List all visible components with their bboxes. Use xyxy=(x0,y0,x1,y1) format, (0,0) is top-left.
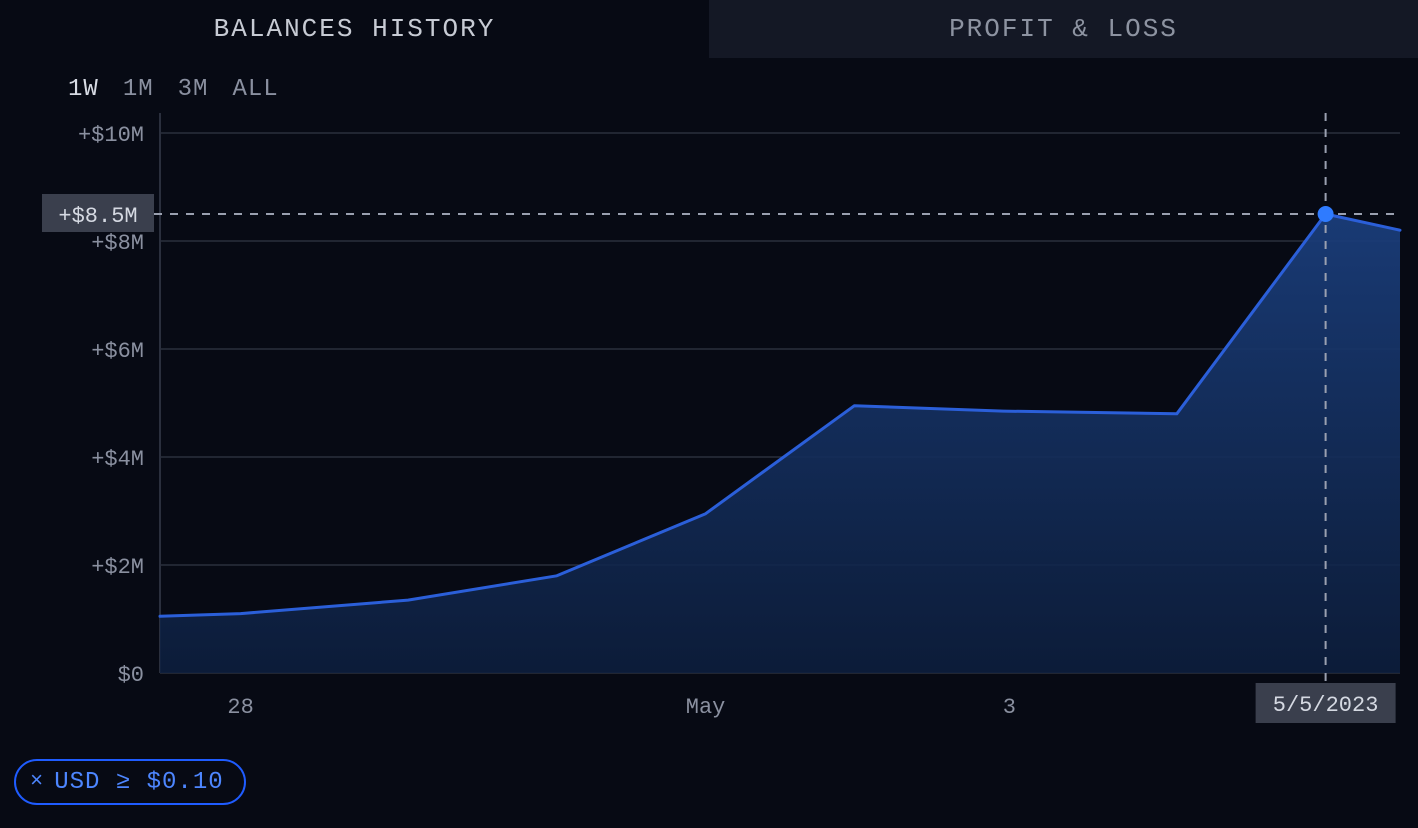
tab-label: BALANCES HISTORY xyxy=(214,14,496,44)
tab-label: PROFIT & LOSS xyxy=(949,14,1178,44)
range-1w[interactable]: 1W xyxy=(68,76,99,103)
svg-text:5/5/2023: 5/5/2023 xyxy=(1273,693,1379,718)
range-3m[interactable]: 3M xyxy=(178,76,209,103)
tab-profit-loss[interactable]: PROFIT & LOSS xyxy=(709,0,1418,58)
svg-text:+$10M: +$10M xyxy=(78,123,144,148)
svg-text:May: May xyxy=(686,695,726,720)
svg-text:$0: $0 xyxy=(118,663,144,688)
filter-chip-label: USD ≥ $0.10 xyxy=(54,769,223,796)
balances-chart[interactable]: $0 +$2M +$4M +$6M +$8M +$10M 28 May 3 +$8.5M 5/5/2… xyxy=(0,113,1418,753)
tab-balances-history[interactable]: BALANCES HISTORY xyxy=(0,0,709,58)
filter-chip-usd[interactable]: × USD ≥ $0.10 xyxy=(14,759,246,805)
chart-svg: $0 +$2M +$4M +$6M +$8M +$10M 28 May 3 +$8.5M 5/5/2… xyxy=(0,113,1418,753)
svg-text:+$8M: +$8M xyxy=(91,231,144,256)
svg-text:+$6M: +$6M xyxy=(91,339,144,364)
range-all[interactable]: ALL xyxy=(232,76,278,103)
range-selector: 1W 1M 3M ALL xyxy=(0,58,1418,103)
svg-text:+$2M: +$2M xyxy=(91,555,144,580)
svg-text:+$4M: +$4M xyxy=(91,447,144,472)
svg-text:28: 28 xyxy=(227,695,253,720)
svg-text:+$8.5M: +$8.5M xyxy=(58,204,137,229)
chart-tabs: BALANCES HISTORY PROFIT & LOSS xyxy=(0,0,1418,58)
range-1m[interactable]: 1M xyxy=(123,76,154,103)
close-icon[interactable]: × xyxy=(30,771,44,793)
filter-bar: × USD ≥ $0.10 xyxy=(0,759,1418,805)
svg-text:3: 3 xyxy=(1003,695,1016,720)
